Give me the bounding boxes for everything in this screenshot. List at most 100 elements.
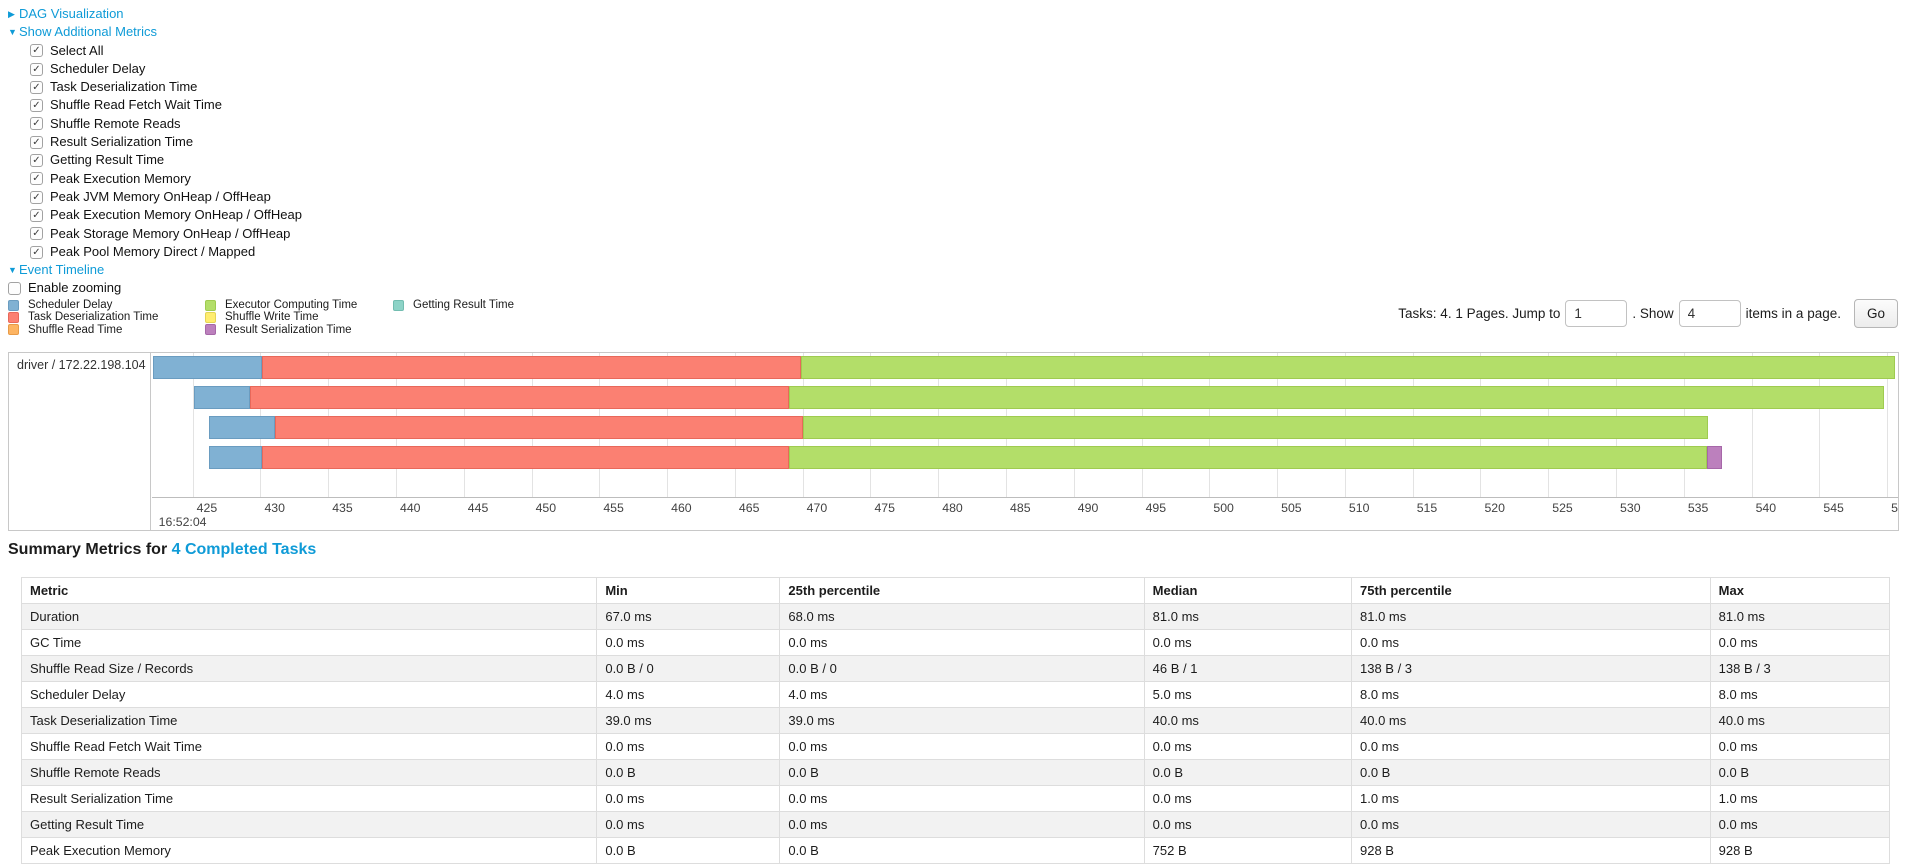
summary-metric-value: 928 B [1709, 837, 1891, 864]
legend-label: Getting Result Time [413, 299, 514, 311]
summary-metric-name: Result Serialization Time [20, 785, 598, 812]
task-segment-executor-computing[interactable] [802, 416, 1709, 439]
metric-checkbox-list: ✓ Select All ✓ Scheduler Delay ✓ Task Deseria… [8, 42, 302, 262]
summary-metric-value: 1.0 ms [1351, 785, 1711, 812]
legend-item: Result Serialization Time [205, 324, 357, 336]
legend-column: Executor Computing Time Shuffle Write Tim… [205, 299, 357, 336]
metric-checkbox[interactable]: ✓ [30, 208, 43, 222]
legend-column: Scheduler Delay Task Deserialization Time… [8, 299, 158, 336]
legend-item: Shuffle Write Time [205, 311, 357, 323]
summary-metric-value: 5.0 ms [1143, 681, 1353, 708]
timeline-plot-area [152, 353, 1898, 497]
summary-table-row: Shuffle Remote Reads 0.0 B 0.0 B 0.0 B 0.0 B… [20, 759, 1891, 786]
task-segment-executor-computing[interactable] [789, 446, 1707, 469]
metric-checkbox-row: ✓ Getting Result Time [8, 151, 302, 169]
axis-tick-label: 525 [1552, 501, 1573, 515]
metric-checkbox-label: Peak Pool Memory Direct / Mapped [50, 243, 256, 259]
metric-checkbox[interactable]: ✓ [30, 190, 43, 204]
summary-metric-value: 0.0 ms [596, 811, 781, 838]
summary-table-row: Result Serialization Time 0.0 ms 0.0 ms 0.0… [20, 785, 1891, 812]
expanded-arrow-icon: ▼ [8, 265, 17, 276]
axis-tick-label: 480 [942, 501, 963, 515]
result-serialization-swatch-icon [205, 324, 216, 336]
legend-item: Shuffle Read Time [8, 324, 158, 336]
metric-checkbox-label: Shuffle Read Fetch Wait Time [50, 97, 222, 113]
show-additional-metrics-toggle[interactable]: ▼ Show Additional Metrics [8, 23, 302, 41]
metric-checkbox[interactable]: ✓ [30, 154, 43, 168]
task-segment-executor-computing[interactable] [801, 356, 1896, 379]
axis-tick-label: 425 [196, 501, 218, 515]
task-segment-task-deserialization[interactable] [261, 356, 802, 379]
metric-checkbox[interactable]: ✓ [30, 172, 43, 186]
metric-checkbox[interactable]: ✓ [30, 227, 43, 241]
task-segment-scheduler-delay[interactable] [208, 416, 276, 439]
axis-tick-label: 470 [806, 501, 828, 515]
summary-metric-value: 68.0 ms [779, 603, 1145, 630]
summary-metric-value: 0.0 ms [1143, 811, 1353, 838]
metric-checkbox[interactable]: ✓ [30, 117, 43, 131]
summary-metric-value: 4.0 ms [596, 681, 781, 708]
show-additional-metrics-label: Show Additional Metrics [19, 24, 158, 40]
task-segment-executor-computing[interactable] [789, 386, 1885, 409]
task-segment-scheduler-delay[interactable] [208, 446, 262, 469]
summary-metric-name: Scheduler Delay [20, 681, 598, 708]
metric-checkbox[interactable]: ✓ [30, 80, 43, 94]
summary-table-row: Shuffle Read Size / Records 0.0 B / 0 0.0 … [20, 655, 1891, 682]
task-segment-result-serialization[interactable] [1706, 446, 1722, 469]
summary-metric-name: GC Time [20, 629, 598, 656]
axis-tick-label: 535 [1687, 501, 1709, 515]
summary-table-row: Getting Result Time 0.0 ms 0.0 ms 0.0 ms 0.0… [20, 811, 1891, 838]
summary-metric-value: 40.0 ms [1143, 707, 1353, 734]
metric-checkbox[interactable]: ✓ [30, 44, 43, 58]
timeline-group-column: driver / 172.22.198.104 [9, 353, 151, 530]
dag-visualization-toggle[interactable]: ▶ DAG Visualization [8, 5, 302, 23]
go-button[interactable]: Go [1853, 299, 1898, 328]
axis-tick-label: 530 [1620, 501, 1641, 515]
metric-checkbox[interactable]: ✓ [30, 135, 43, 149]
summary-metric-value: 39.0 ms [779, 707, 1145, 734]
timeline-task-row [152, 416, 1898, 439]
enable-zooming-label: Enable zooming [28, 280, 122, 296]
task-segment-task-deserialization[interactable] [261, 446, 790, 469]
legend-label: Scheduler Delay [28, 299, 113, 311]
metric-checkbox-row: ✓ Peak Execution Memory OnHeap / OffHeap [8, 206, 302, 224]
axis-tick-label: 515 [1416, 501, 1438, 515]
metric-checkbox-label: Getting Result Time [50, 152, 165, 168]
summary-metric-value: 81.0 ms [1351, 603, 1711, 630]
summary-column-header: Min [596, 577, 781, 604]
axis-tick-label: 450 [535, 501, 557, 515]
axis-tick-label: 485 [1010, 501, 1031, 515]
task-segment-task-deserialization[interactable] [249, 386, 790, 409]
summary-table-header-row: Metric Min 25th percentile Median 75th perce… [20, 577, 1891, 604]
summary-column-header: Median [1143, 577, 1353, 604]
items-per-page-input[interactable] [1678, 300, 1741, 327]
summary-metric-value: 138 B / 3 [1351, 655, 1711, 682]
summary-metric-name: Getting Result Time [20, 811, 598, 838]
summary-metric-value: 0.0 B / 0 [779, 655, 1145, 682]
event-timeline-toggle[interactable]: ▼ Event Timeline [8, 261, 302, 279]
summary-table-row: Scheduler Delay 4.0 ms 4.0 ms 5.0 ms 8.0 ms 8… [20, 681, 1891, 708]
pagination-middle-text: . Show [1632, 306, 1674, 321]
metric-checkbox[interactable]: ✓ [30, 99, 43, 113]
metric-checkbox[interactable]: ✓ [30, 245, 43, 259]
metric-checkbox[interactable]: ✓ [30, 62, 43, 76]
summary-metric-value: 0.0 B [596, 759, 781, 786]
getting-result-swatch-icon [393, 299, 404, 311]
axis-tick-label: 495 [1145, 501, 1167, 515]
axis-gridline [192, 353, 194, 497]
task-segment-task-deserialization[interactable] [275, 416, 803, 439]
metric-checkbox-label: Peak Execution Memory [50, 170, 191, 186]
pagination-prefix-text: Tasks: 4. 1 Pages. Jump to [1398, 306, 1561, 321]
task-segment-scheduler-delay[interactable] [153, 356, 262, 379]
event-timeline-label: Event Timeline [19, 262, 105, 278]
summary-metric-value: 928 B [1351, 837, 1711, 864]
metric-checkbox-row: ✓ Peak Storage Memory OnHeap / OffHeap [8, 225, 302, 243]
axis-tick-label: 435 [332, 501, 353, 515]
legend-item: Task Deserialization Time [8, 311, 158, 323]
summary-column-header: 25th percentile [779, 577, 1145, 604]
task-segment-scheduler-delay[interactable] [194, 386, 250, 409]
enable-zooming-checkbox[interactable] [8, 282, 21, 296]
legend-label: Shuffle Write Time [225, 311, 319, 324]
completed-tasks-link[interactable]: 4 Completed Tasks [171, 541, 317, 558]
jump-to-page-input[interactable] [1565, 300, 1628, 327]
